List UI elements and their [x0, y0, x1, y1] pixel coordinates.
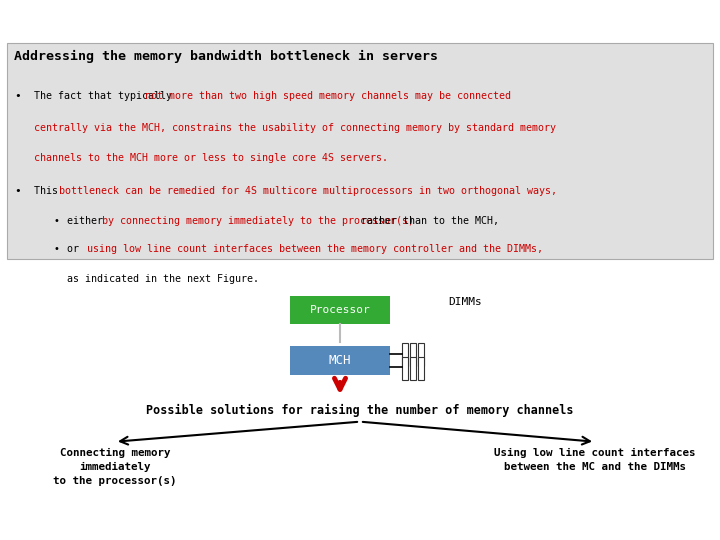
Text: •: •: [53, 244, 59, 254]
FancyBboxPatch shape: [402, 357, 408, 380]
FancyBboxPatch shape: [402, 343, 408, 366]
Text: Using low line count interfaces
between the MC and the DIMMs: Using low line count interfaces between …: [494, 448, 696, 472]
Text: Connecting memory
immediately
to the processor(s): Connecting memory immediately to the pro…: [53, 448, 176, 486]
FancyBboxPatch shape: [290, 347, 390, 375]
Text: •: •: [53, 216, 59, 226]
FancyBboxPatch shape: [418, 343, 424, 366]
Text: Possible solutions for raising the number of memory channels: Possible solutions for raising the numbe…: [146, 403, 574, 417]
Text: centrally via the MCH, constrains the usability of connecting memory by standard: centrally via the MCH, constrains the us…: [34, 123, 556, 133]
Text: Processor: Processor: [310, 305, 370, 315]
Text: MCH: MCH: [329, 354, 351, 367]
Text: bottleneck can be remedied for 4S multicore multiprocessors in two orthogonal wa: bottleneck can be remedied for 4S multic…: [59, 186, 557, 196]
FancyBboxPatch shape: [7, 43, 713, 259]
FancyBboxPatch shape: [410, 343, 416, 366]
Text: as indicated in the next Figure.: as indicated in the next Figure.: [67, 274, 259, 285]
Text: channels to the MCH more or less to single core 4S servers.: channels to the MCH more or less to sing…: [34, 153, 388, 164]
Text: by connecting memory immediately to the processor(s): by connecting memory immediately to the …: [102, 216, 420, 226]
Text: rather than to the MCH,: rather than to the MCH,: [361, 216, 500, 226]
Text: or: or: [67, 244, 91, 254]
Text: 2.  Evolution of Intel’s high-end multicore 4S server platforms (17): 2. Evolution of Intel’s high-end multico…: [32, 10, 688, 25]
Text: •: •: [14, 186, 21, 196]
FancyBboxPatch shape: [418, 357, 424, 380]
Text: This: This: [34, 186, 64, 196]
Text: DIMMs: DIMMs: [448, 298, 482, 307]
Text: either: either: [67, 216, 109, 226]
FancyBboxPatch shape: [410, 357, 416, 380]
Text: Addressing the memory bandwidth bottleneck in servers: Addressing the memory bandwidth bottlene…: [14, 50, 438, 63]
FancyBboxPatch shape: [290, 296, 390, 325]
Text: The fact that typically: The fact that typically: [34, 91, 178, 101]
Text: not more than two high speed memory channels may be connected: not more than two high speed memory chan…: [145, 91, 510, 101]
Text: •: •: [14, 91, 21, 101]
Text: using low line count interfaces between the memory controller and the DIMMs,: using low line count interfaces between …: [87, 244, 543, 254]
